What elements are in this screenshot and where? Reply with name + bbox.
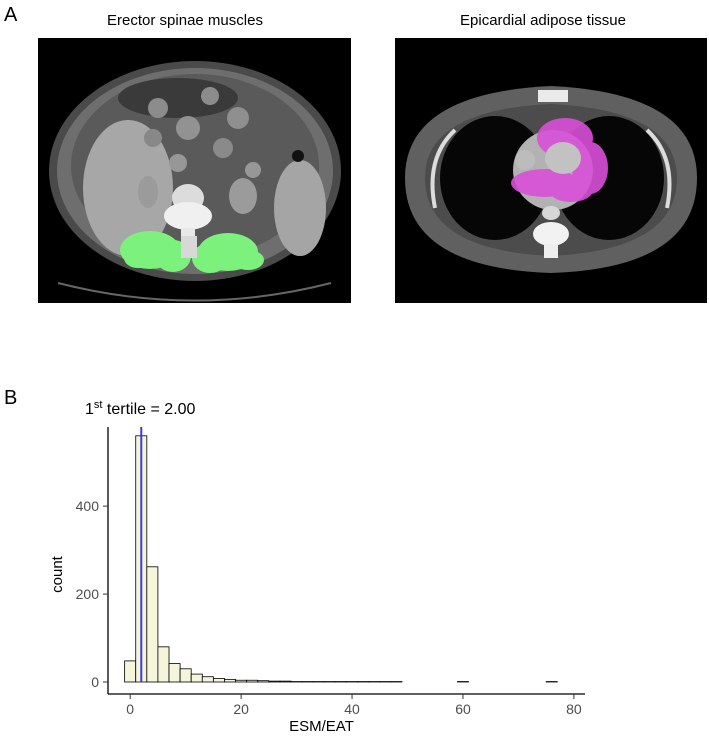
x-tick-label: 60 bbox=[455, 701, 471, 717]
panel-b-label: B bbox=[4, 387, 18, 409]
histogram-bar bbox=[224, 678, 236, 683]
histogram-bar bbox=[257, 680, 270, 683]
eat-image-title: Epicardial adipose tissue bbox=[460, 12, 626, 29]
histogram-bar bbox=[235, 679, 248, 683]
ct-image-erector-spinae bbox=[38, 38, 351, 303]
histogram-bar bbox=[212, 678, 225, 683]
x-tick-label: 20 bbox=[233, 701, 249, 717]
x-tick-label: 40 bbox=[344, 701, 360, 717]
y-axis-title: count bbox=[49, 555, 66, 593]
eat-highlight bbox=[511, 118, 608, 202]
x-tick-label: 80 bbox=[566, 701, 582, 717]
x-tick-label: 0 bbox=[126, 701, 134, 717]
histogram-bar bbox=[268, 680, 281, 683]
histogram-bar bbox=[168, 663, 181, 683]
x-axis-title: ESM/EAT bbox=[289, 718, 354, 735]
tertile-annotation: 1st tertile = 2.00 bbox=[85, 399, 196, 418]
histogram-bar bbox=[157, 646, 170, 683]
esm-eat-histogram: 1st tertile = 2.00 0 20 40 60 80 0 200 400 ESM… bbox=[49, 399, 585, 735]
y-tick-label: 0 bbox=[91, 674, 99, 690]
y-tick-label: 400 bbox=[76, 498, 100, 514]
y-axis-ticks: 0 200 400 bbox=[76, 498, 108, 690]
y-tick-label: 200 bbox=[76, 586, 100, 602]
histogram-bar bbox=[246, 679, 259, 683]
histogram-bar bbox=[201, 676, 214, 683]
histogram-bar bbox=[179, 668, 192, 683]
ct-image-epicardial-adipose bbox=[395, 38, 707, 303]
panel-a-label: A bbox=[4, 4, 18, 26]
histogram-bars bbox=[124, 435, 558, 683]
histogram-bar bbox=[146, 566, 159, 683]
histogram-bar bbox=[190, 673, 203, 683]
esm-image-title: Erector spinae muscles bbox=[107, 12, 263, 29]
x-axis-ticks: 0 20 40 60 80 bbox=[126, 694, 582, 717]
histogram-bar bbox=[124, 660, 137, 683]
histogram-bar bbox=[279, 680, 292, 683]
